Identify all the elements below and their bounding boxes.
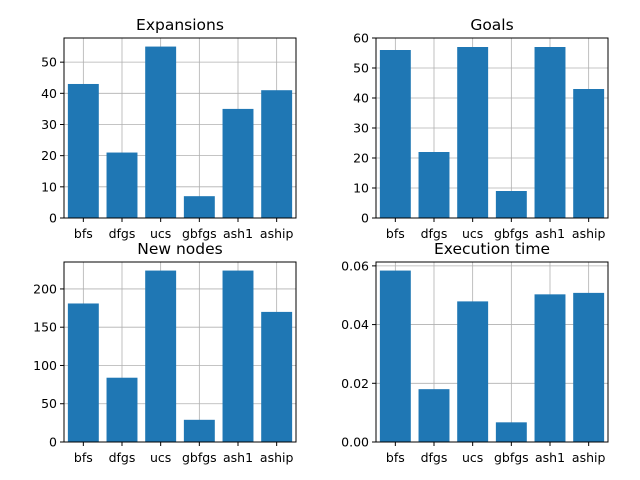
subplot-4: 0.00 0.02 0.04 0.06 bfs dfgs ucs gbfgs ash1 aship… — [341, 240, 609, 465]
chart-title: New nodes — [137, 240, 223, 258]
bar-bfs — [379, 50, 411, 218]
x-tick-label: dfgs — [421, 226, 448, 241]
x-tick-label: aship — [572, 226, 606, 241]
x-tick-label: ash1 — [223, 226, 253, 241]
x-tick-label: dfgs — [109, 226, 136, 241]
bar-bfs — [67, 303, 99, 442]
bar-aship — [573, 292, 605, 442]
y-tick-label: 10 — [41, 179, 57, 194]
x-tick-label: dfgs — [421, 450, 448, 465]
y-tick-label: 10 — [353, 181, 369, 196]
subplot-3: 0 50 100 150 200 bfs dfgs ucs gbfgs ash1 aship New … — [33, 240, 297, 465]
bar-ucs — [457, 301, 489, 442]
y-tick-label: 100 — [33, 358, 57, 373]
x-tick-label: gbfgs — [494, 450, 529, 465]
x-tick-label: gbfgs — [494, 226, 529, 241]
axes-frame — [63, 37, 297, 219]
subplot-2: 0 10 20 30 40 50 60 bfs dfgs ucs gbfgs ash1 aship Goa… — [353, 16, 609, 241]
y-tick-label: 0.02 — [341, 376, 369, 391]
x-tick-label: bfs — [74, 450, 93, 465]
bar-dfgs — [106, 152, 138, 218]
bar-gbfgs — [495, 191, 527, 218]
y-tick-label: 30 — [353, 121, 369, 136]
bar-dfgs — [418, 152, 450, 218]
y-tick-label: 200 — [33, 281, 57, 296]
bar-aship — [573, 89, 605, 218]
x-tick-label: ash1 — [535, 226, 565, 241]
x-tick-label: ucs — [462, 450, 483, 465]
bar-ucs — [145, 270, 177, 442]
bar-bfs — [67, 83, 99, 218]
bar-ash1 — [534, 47, 566, 218]
subplot-1: 0 10 20 30 40 50 bfs dfgs ucs gbfgs ash1 aship Expan… — [41, 16, 297, 241]
bar-ash1 — [222, 108, 254, 218]
x-tick-label: aship — [260, 226, 294, 241]
axes-frame — [63, 261, 297, 443]
bar-dfgs — [106, 377, 138, 442]
bar-bfs — [379, 270, 411, 442]
bar-aship — [261, 90, 293, 218]
chart-title: Execution time — [434, 240, 550, 258]
x-tick-label: gbfgs — [182, 450, 217, 465]
y-tick-label: 20 — [41, 148, 57, 163]
bar-ash1 — [534, 294, 566, 442]
y-tick-label: 20 — [353, 151, 369, 166]
bar-gbfgs — [183, 196, 215, 218]
x-tick-label: ucs — [150, 450, 171, 465]
x-tick-label: dfgs — [109, 450, 136, 465]
x-tick-label: ucs — [150, 226, 171, 241]
chart-title: Expansions — [136, 16, 224, 34]
y-tick-label: 0.00 — [341, 435, 369, 450]
bar-gbfgs — [183, 419, 215, 442]
y-tick-label: 150 — [33, 320, 57, 335]
y-tick-label: 50 — [41, 55, 57, 70]
y-tick-label: 0 — [49, 211, 57, 226]
x-tick-label: ucs — [462, 226, 483, 241]
y-tick-label: 60 — [353, 31, 369, 46]
x-tick-label: bfs — [386, 226, 405, 241]
chart-title: Goals — [470, 16, 513, 34]
x-tick-label: bfs — [74, 226, 93, 241]
bar-ucs — [145, 46, 177, 219]
x-tick-label: ash1 — [535, 450, 565, 465]
y-tick-label: 0.04 — [341, 317, 369, 332]
bar-aship — [261, 311, 293, 442]
y-tick-label: 50 — [41, 396, 57, 411]
y-tick-label: 30 — [41, 117, 57, 132]
y-tick-label: 40 — [41, 86, 57, 101]
y-tick-label: 50 — [353, 61, 369, 76]
y-tick-label: 0.06 — [341, 258, 369, 273]
bar-gbfgs — [495, 422, 527, 442]
x-tick-label: aship — [260, 450, 294, 465]
y-tick-label: 0 — [361, 211, 369, 226]
y-tick-label: 0 — [49, 435, 57, 450]
axes-frame — [375, 261, 609, 443]
y-tick-label: 40 — [353, 91, 369, 106]
bar-ucs — [457, 47, 489, 218]
bar-dfgs — [418, 389, 450, 442]
x-tick-label: ash1 — [223, 450, 253, 465]
x-tick-label: gbfgs — [182, 226, 217, 241]
bar-ash1 — [222, 270, 254, 442]
x-tick-label: aship — [572, 450, 606, 465]
x-tick-label: bfs — [386, 450, 405, 465]
